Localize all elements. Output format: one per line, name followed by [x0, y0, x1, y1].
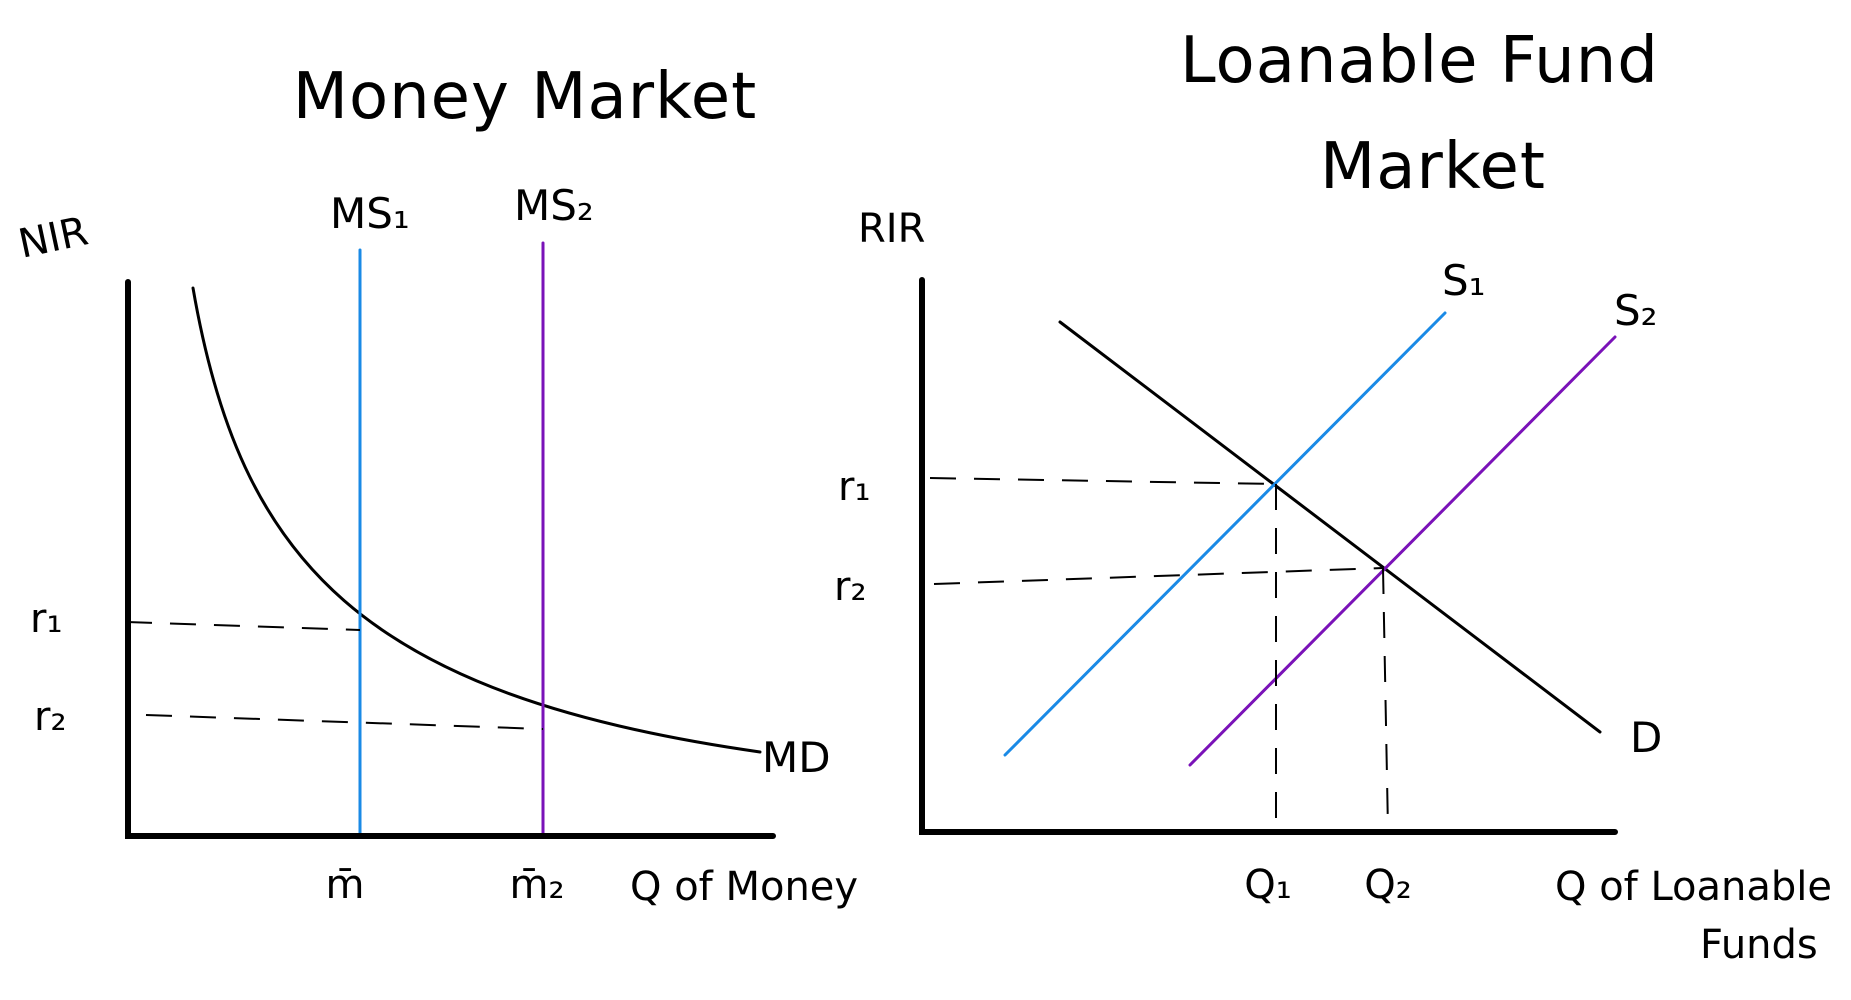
q2-guide-line	[1382, 567, 1389, 831]
money-market-y-axis-label: NIR	[15, 208, 93, 267]
s2-curve	[1188, 335, 1617, 767]
s1-curve	[1003, 311, 1447, 757]
x-tick-m2: m̄₂	[510, 862, 565, 908]
md-curve	[191, 286, 762, 754]
demand-curve	[1058, 320, 1602, 734]
x-tick-q1: Q₁	[1244, 862, 1292, 908]
money-market-axes	[125, 279, 776, 839]
lf-r1-guide-line	[929, 477, 1277, 485]
x-tick-q2: Q₂	[1364, 862, 1412, 908]
r1-guide-line	[125, 621, 361, 631]
ms1-curve-label: MS₁	[330, 189, 410, 238]
demand-curve-label: D	[1630, 713, 1662, 762]
loanable-fund-y-axis-label: RIR	[858, 206, 925, 252]
money-market-x-axis-label: Q of Money	[630, 864, 858, 910]
x-tick-m1: m̄	[326, 862, 365, 908]
loanable-fund-x-axis-label-line-2: Funds	[1700, 922, 1818, 968]
y-tick-r2: r₂	[34, 694, 66, 740]
loanable-fund-market-title-line-2: Market	[1320, 130, 1546, 204]
md-curve-label: MD	[762, 733, 831, 782]
s1-curve-label: S₁	[1442, 256, 1486, 305]
lf-y-tick-r1: r₁	[838, 464, 870, 510]
y-tick-r1: r₁	[30, 596, 62, 642]
lf-r2-guide-line	[933, 567, 1384, 585]
s2-curve-label: S₂	[1614, 286, 1658, 335]
money-market-title: Money Market	[293, 60, 758, 134]
money-market-chart: Money Market NIR MD MS₁ MS₂ m̄ m̄₂ r₁ r₂…	[15, 60, 859, 910]
lf-y-tick-r2: r₂	[834, 564, 866, 610]
ms2-curve-label: MS₂	[514, 181, 594, 230]
loanable-fund-x-axis-label-line-1: Q of Loanable	[1555, 864, 1832, 910]
r2-guide-line	[145, 714, 544, 730]
loanable-fund-axes	[919, 277, 1618, 835]
loanable-fund-market-chart: Loanable Fund Market RIR D S₁ S₂ Q₁ Q₂ r…	[834, 24, 1832, 968]
loanable-fund-market-title-line-1: Loanable Fund	[1180, 24, 1659, 98]
